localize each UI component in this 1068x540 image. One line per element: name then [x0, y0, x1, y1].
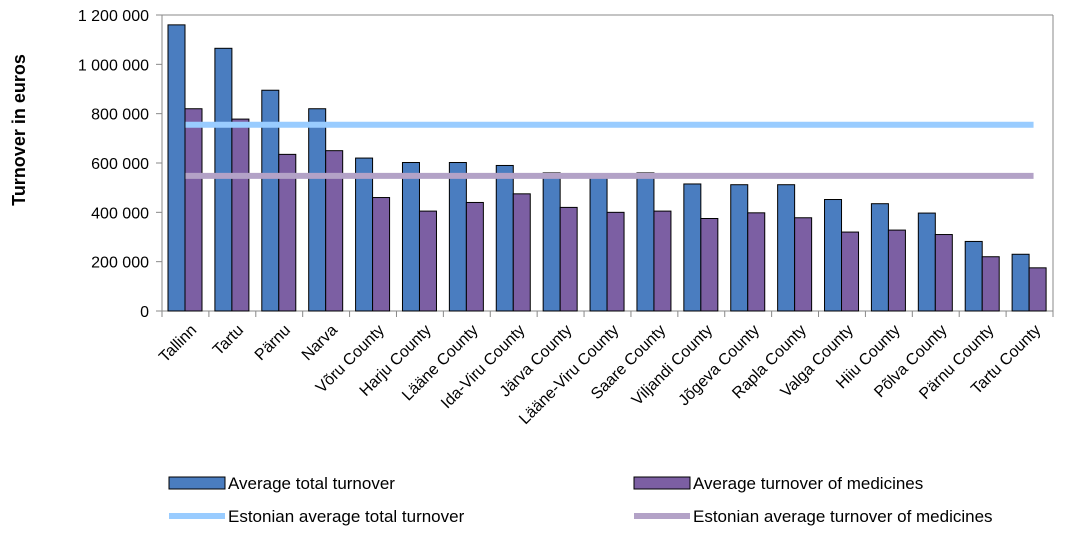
legend-label: Estonian average total turnover: [228, 507, 465, 526]
y-tick-label: 600 000: [91, 156, 149, 173]
bar: [231, 118, 250, 312]
bar: [700, 218, 719, 312]
bar: [653, 210, 672, 312]
bar: [495, 164, 514, 312]
bar: [325, 150, 344, 312]
bar: [1028, 267, 1047, 312]
x-tick-label: Narva: [299, 322, 341, 364]
bar: [841, 231, 860, 312]
legend-swatch: [168, 476, 226, 490]
bar: [794, 217, 813, 312]
y-tick-label: 400 000: [91, 205, 149, 222]
bar: [418, 210, 437, 312]
y-tick-label: 0: [140, 304, 149, 321]
reference-lines: [185, 121, 1034, 179]
y-axis-ticks: 0 200 000 400 000 600 000 800 000 1 000 000 1 …: [78, 8, 162, 321]
bar: [184, 108, 203, 312]
bar: [934, 234, 953, 312]
y-tick-label: 800 000: [91, 107, 149, 124]
x-tick-label: Jõgeva County: [676, 322, 763, 409]
bar: [401, 162, 420, 312]
x-tick-label: Ida-Viru County: [438, 322, 528, 412]
bar: [636, 172, 655, 312]
bar: [214, 47, 233, 312]
bar: [606, 211, 625, 312]
x-tick-label: Tallinn: [156, 322, 200, 366]
bars: [167, 24, 1047, 312]
x-tick-label: Pärnu: [252, 322, 294, 364]
bar: [747, 212, 766, 312]
bar: [448, 162, 467, 312]
bar: [512, 193, 531, 312]
bar: [1011, 253, 1030, 312]
bar: [777, 184, 796, 312]
bar: [465, 201, 484, 312]
bar: [167, 24, 186, 312]
legend: Average total turnover Average turnover o…: [168, 474, 993, 526]
bar: [824, 199, 843, 312]
y-tick-label: 1 200 000: [78, 8, 149, 25]
legend-label: Average turnover of medicines: [693, 474, 923, 493]
y-axis-label: Turnover in euros: [9, 54, 29, 206]
legend-label: Estonian average turnover of medicines: [693, 507, 993, 526]
legend-swatch: [633, 476, 691, 490]
bar: [278, 153, 297, 312]
bar: [683, 183, 702, 312]
bar: [964, 240, 983, 312]
legend-label: Average total turnover: [228, 474, 395, 493]
bar: [981, 256, 1000, 312]
bar: [589, 175, 608, 312]
bar: [917, 212, 936, 312]
bar: [308, 108, 327, 312]
y-tick-label: 1 000 000: [78, 57, 149, 74]
bar: [870, 203, 889, 312]
y-tick-label: 200 000: [91, 255, 149, 272]
bar: [559, 206, 578, 312]
x-tick-label: Viljandi County: [629, 322, 716, 409]
bar: [887, 229, 906, 312]
bar: [730, 184, 749, 312]
bar: [372, 197, 391, 312]
bar: [355, 157, 374, 312]
bar: [542, 172, 561, 312]
x-tick-label: Tartu: [210, 322, 247, 359]
